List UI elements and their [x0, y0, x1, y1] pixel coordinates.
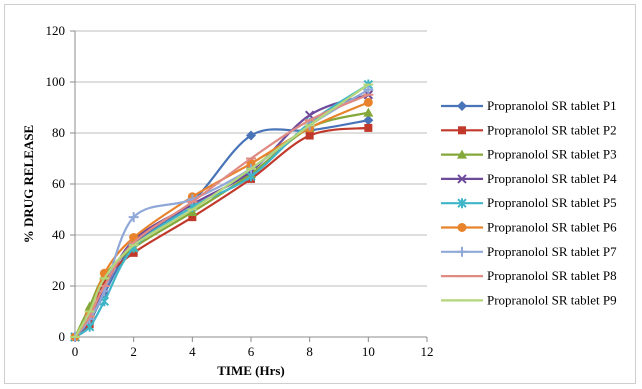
data-point: [246, 130, 256, 141]
y-tick-label: 80: [52, 125, 65, 140]
data-point: [128, 212, 139, 223]
legend-marker: [458, 126, 466, 135]
data-point: [363, 115, 374, 126]
series-p2: [71, 123, 373, 341]
series-line-p1: [74, 119, 369, 338]
data-point: [188, 213, 197, 222]
y-tick-label: 20: [52, 278, 65, 293]
x-tick-label: 0: [72, 344, 79, 359]
y-tick-label: 60: [52, 176, 65, 191]
x-tick-label: 6: [248, 344, 255, 359]
data-point: [100, 276, 109, 285]
series-line-p6: [74, 101, 369, 338]
data-point: [363, 107, 374, 117]
series-line-p9: [74, 83, 369, 338]
legend-label: Propranolol SR tablet P9: [487, 292, 617, 307]
y-axis-label: % DRUG RELEASE: [21, 125, 36, 243]
data-point: [363, 84, 374, 95]
y-tick-label: 100: [46, 74, 66, 89]
legend-marker: [457, 174, 467, 184]
legend-marker: [457, 246, 467, 257]
legend: Propranolol SR tablet P1 Propranolol SR t…: [441, 98, 617, 307]
y-tick-label: 0: [59, 329, 66, 344]
legend-entry-p9: Propranolol SR tablet P9: [441, 292, 617, 307]
line-chart: 0 20 40 60 80 100 120 0 2 4 6 8 10 12 Propranolol SR …: [21, 23, 617, 378]
legend-entry-p3: Propranolol SR tablet P3: [441, 147, 617, 162]
y-tick-label: 40: [52, 227, 65, 242]
chart-frame: 0 20 40 60 80 100 120 0 2 4 6 8 10 12 Propranolol SR …: [4, 4, 636, 384]
legend-label: Propranolol SR tablet P7: [487, 244, 617, 259]
legend-marker: [457, 223, 467, 232]
axes-layer: 0 20 40 60 80 100 120 0 2 4 6 8 10 12: [46, 23, 434, 359]
data-point: [305, 131, 314, 140]
series-line-p2: [74, 126, 369, 338]
legend-entry-p5: Propranolol SR tablet P5: [441, 195, 617, 210]
y-tick-label: 120: [46, 23, 66, 38]
series-layer: [70, 79, 374, 342]
x-tick-label: 10: [362, 344, 375, 359]
legend-label: Propranolol SR tablet P5: [487, 195, 617, 210]
series-line-p3: [74, 111, 369, 338]
legend-entry-p1: Propranolol SR tablet P1: [441, 98, 617, 113]
x-axis-label: TIME (Hrs): [217, 363, 285, 378]
x-tick-label: 2: [130, 344, 137, 359]
series-p1: [70, 115, 374, 342]
legend-label: Propranolol SR tablet P6: [487, 220, 617, 235]
x-tick-label: 8: [306, 344, 313, 359]
series-line-p7: [74, 88, 369, 338]
x-tick-label: 12: [421, 344, 434, 359]
series-p3: [70, 107, 374, 341]
data-point: [363, 97, 373, 107]
x-tick-label: 4: [189, 344, 196, 359]
legend-label: Propranolol SR tablet P8: [487, 268, 617, 283]
legend-entry-p7: Propranolol SR tablet P7: [441, 244, 617, 259]
legend-entry-p8: Propranolol SR tablet P8: [441, 268, 617, 283]
series-p7: [70, 84, 374, 342]
legend-marker: [457, 149, 467, 159]
data-point: [129, 248, 138, 257]
legend-entry-p4: Propranolol SR tablet P4: [441, 171, 617, 186]
legend-marker: [457, 198, 467, 209]
series-p9: [70, 83, 374, 338]
legend-entry-p6: Propranolol SR tablet P6: [441, 220, 617, 235]
legend-label: Propranolol SR tablet P1: [487, 98, 617, 113]
legend-label: Propranolol SR tablet P4: [487, 171, 617, 186]
series-p6: [70, 97, 373, 342]
legend-label: Propranolol SR tablet P2: [487, 122, 617, 137]
data-point: [364, 123, 373, 132]
legend-entry-p2: Propranolol SR tablet P2: [441, 122, 617, 137]
legend-label: Propranolol SR tablet P3: [487, 147, 617, 162]
legend-marker: [457, 101, 467, 111]
